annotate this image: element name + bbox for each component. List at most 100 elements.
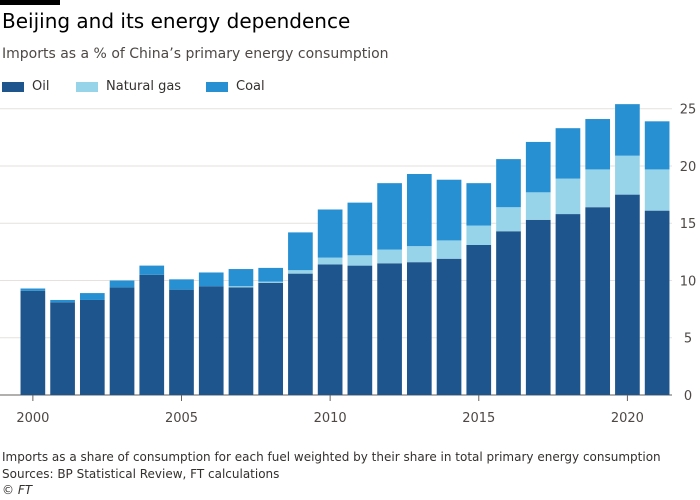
y-tick-label: 0 (684, 389, 692, 404)
bar-coal-2015 (466, 183, 492, 226)
bar-stack-2004 (139, 265, 165, 395)
chart-title: Beijing and its energy dependence (2, 9, 351, 33)
bar-coal-2010 (317, 209, 343, 258)
bar-oil-2011 (347, 265, 373, 395)
bar-stack-2012 (377, 183, 402, 395)
bar-coal-2021 (644, 121, 670, 170)
bar-oil-2019 (585, 207, 611, 395)
bar-oil-2007 (228, 287, 254, 395)
bar-stack-2020 (615, 104, 640, 395)
bar-stack-2011 (347, 202, 373, 395)
bar-natural-gas-2009 (288, 270, 313, 274)
stacked-bar-chart: 0 5 10 15 20 25 2000 2005 2010 2015 2020 (0, 103, 697, 426)
bar-coal-2012 (377, 183, 402, 250)
bar-coal-2001 (50, 299, 75, 303)
bar-coal-2016 (496, 159, 521, 208)
bar-coal-2020 (615, 104, 640, 156)
bar-oil-2001 (50, 302, 75, 395)
bar-stack-2008 (258, 267, 284, 395)
bar-oil-2015 (466, 244, 492, 395)
bar-natural-gas-2012 (377, 249, 402, 264)
bar-oil-2012 (377, 263, 402, 395)
bar-stack-2017 (525, 141, 551, 395)
bar-coal-2007 (228, 269, 254, 287)
bar-stack-2015 (466, 183, 492, 395)
bar-coal-2000 (20, 288, 46, 291)
bar-stack-2000 (20, 288, 46, 395)
x-tick-label: 2010 (314, 411, 347, 426)
bar-stack-2006 (198, 272, 224, 395)
y-tick-label: 5 (684, 332, 692, 347)
bar-natural-gas-2010 (317, 257, 343, 265)
bar-stacks (20, 104, 670, 395)
bar-oil-2010 (317, 264, 343, 395)
bar-stack-2014 (436, 179, 462, 395)
bar-natural-gas-2011 (347, 255, 373, 266)
bar-coal-2008 (258, 267, 284, 282)
bar-oil-2000 (20, 290, 46, 395)
bar-stack-2019 (585, 119, 611, 395)
bar-coal-2006 (198, 272, 224, 287)
y-tick-label: 25 (680, 103, 697, 118)
legend-swatch-oil (2, 82, 24, 92)
legend-swatch-coal (206, 82, 228, 92)
bar-stack-2010 (317, 209, 343, 395)
sources: Sources: BP Statistical Review, FT calcu… (2, 467, 280, 481)
bar-oil-2014 (436, 258, 462, 395)
x-tick-label: 2015 (462, 411, 495, 426)
chart-subtitle: Imports as a % of China’s primary energy… (2, 46, 389, 62)
bar-oil-2004 (139, 274, 165, 395)
legend-swatch-natural-gas (76, 82, 98, 92)
x-axis-ticks: 2000 2005 2010 2015 2020 (16, 395, 644, 426)
brand-bar (0, 0, 60, 5)
bar-stack-2009 (288, 232, 313, 395)
bar-coal-2003 (109, 280, 135, 288)
y-tick-label: 15 (680, 217, 697, 232)
bar-natural-gas-2020 (615, 155, 640, 195)
legend-label-oil: Oil (32, 79, 50, 94)
bar-stack-2003 (109, 280, 135, 395)
bar-natural-gas-2014 (436, 240, 462, 259)
bar-stack-2005 (169, 279, 194, 395)
bar-stack-2016 (496, 159, 521, 395)
bar-oil-2009 (288, 273, 313, 395)
bar-coal-2018 (555, 128, 581, 179)
x-tick-label: 2000 (16, 411, 49, 426)
bar-oil-2006 (198, 286, 224, 395)
bar-coal-2004 (139, 265, 165, 275)
bar-oil-2005 (169, 289, 194, 395)
bar-oil-2016 (496, 231, 521, 395)
bar-stack-2002 (79, 293, 105, 395)
x-tick-label: 2020 (611, 411, 644, 426)
legend-label-natural-gas: Natural gas (106, 79, 182, 94)
bar-oil-2021 (644, 210, 670, 395)
y-axis-ticks: 0 5 10 15 20 25 (680, 103, 697, 404)
bar-coal-2019 (585, 119, 611, 170)
bar-oil-2013 (406, 262, 432, 395)
bar-natural-gas-2007 (228, 286, 254, 288)
bar-oil-2003 (109, 287, 135, 395)
footnote: Imports as a share of consumption for ea… (2, 450, 661, 464)
bar-oil-2018 (555, 214, 581, 395)
bar-natural-gas-2015 (466, 225, 492, 245)
bar-stack-2007 (228, 269, 254, 395)
bar-natural-gas-2019 (585, 169, 611, 208)
bar-coal-2005 (169, 279, 194, 290)
bar-natural-gas-2021 (644, 169, 670, 211)
y-tick-label: 10 (680, 274, 697, 289)
bar-oil-2008 (258, 282, 284, 395)
bar-natural-gas-2018 (555, 178, 581, 215)
copyright: © FT (2, 483, 33, 497)
bar-natural-gas-2008 (258, 281, 284, 283)
bar-natural-gas-2013 (406, 246, 432, 263)
bar-coal-2014 (436, 179, 462, 241)
bar-coal-2013 (406, 173, 432, 247)
bar-coal-2017 (525, 141, 551, 193)
x-tick-label: 2005 (165, 411, 198, 426)
bar-oil-2020 (615, 194, 640, 395)
bar-stack-2021 (644, 121, 670, 395)
bar-stack-2001 (50, 299, 75, 395)
bar-natural-gas-2016 (496, 207, 521, 232)
bar-oil-2002 (79, 299, 105, 395)
bar-coal-2002 (79, 293, 105, 300)
